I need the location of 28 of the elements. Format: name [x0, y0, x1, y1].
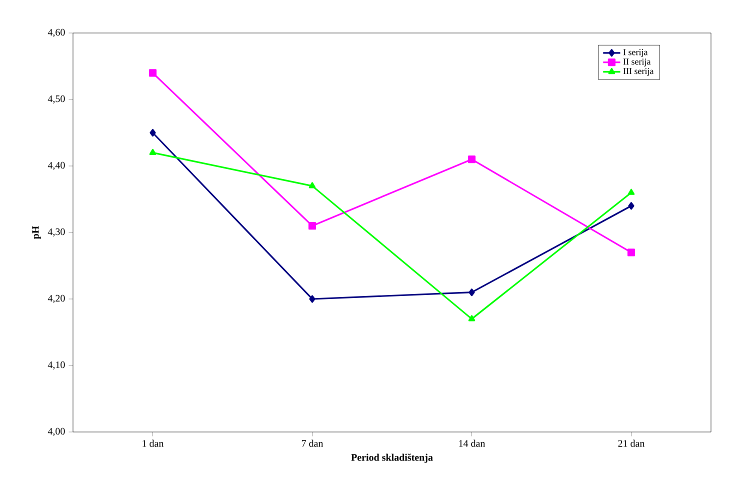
x-tick-label: 1 dan — [142, 440, 164, 447]
point — [309, 295, 316, 303]
point — [468, 315, 476, 322]
point — [468, 288, 475, 296]
x-tick-label: 14 dan — [459, 440, 486, 447]
x-tick-label: 21 dan — [618, 440, 645, 447]
point — [148, 69, 157, 77]
y-tick-label: 4,40 — [48, 162, 65, 170]
y-axis-title: pH — [32, 226, 41, 240]
point — [308, 222, 316, 230]
y-tick-label: 4,20 — [48, 294, 65, 304]
x-axis-title: Period skladištenja — [351, 454, 433, 463]
point — [149, 148, 156, 155]
legend-label: II serija — [623, 58, 651, 66]
y-tick-label: 4,50 — [48, 95, 65, 104]
y-tick-label: 4,30 — [48, 228, 65, 237]
point — [628, 202, 634, 210]
point — [627, 248, 636, 256]
point — [150, 128, 156, 137]
x-tick-label: 7 dan — [302, 440, 324, 447]
point — [308, 182, 316, 188]
y-tick-label: 4,60 — [48, 28, 65, 38]
legend-label: I serija — [623, 49, 648, 58]
y-tick-label: 4,10 — [48, 361, 65, 370]
point — [468, 156, 476, 164]
point — [628, 188, 635, 195]
legend-label: III serija — [623, 68, 654, 76]
y-tick-label: 4,00 — [48, 428, 65, 436]
